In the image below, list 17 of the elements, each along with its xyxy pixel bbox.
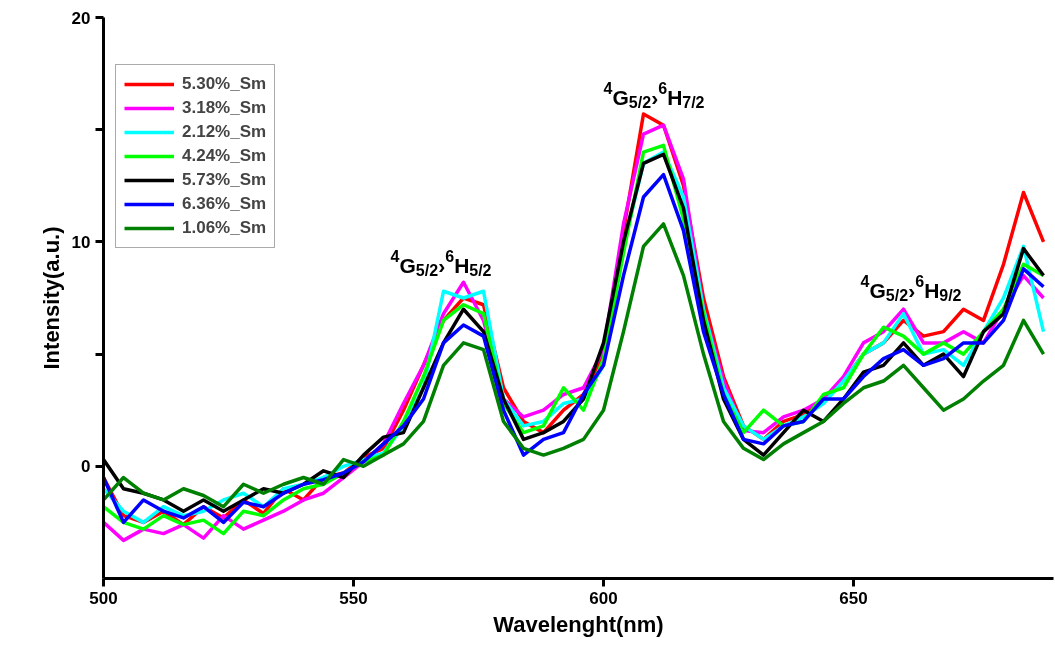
y-tick-label: 10 — [71, 232, 91, 252]
y-axis-title: Intensity(a.u.) — [38, 226, 64, 370]
x-axis-title: Wavelenght(nm) — [493, 611, 664, 637]
x-tick-label: 650 — [839, 588, 868, 608]
line-series — [103, 222, 1046, 509]
x-tick-label: 550 — [339, 588, 368, 608]
legend-label: 5.30%_Sm — [182, 73, 267, 95]
legend-label: 6.36%_Sm — [182, 193, 267, 215]
legend-label: 5.73%_Sm — [182, 169, 267, 191]
legend-label: 2.12%_Sm — [182, 121, 267, 143]
y-tick-label: 0 — [81, 457, 91, 477]
legend-label: 4.24%_Sm — [182, 145, 267, 167]
legend-label: 3.18%_Sm — [182, 97, 267, 119]
x-tick-label: 500 — [89, 588, 118, 608]
legend-label: 1.06%_Sm — [182, 217, 267, 239]
x-tick-label: 600 — [589, 588, 618, 608]
y-tick-label: 20 — [71, 8, 91, 28]
